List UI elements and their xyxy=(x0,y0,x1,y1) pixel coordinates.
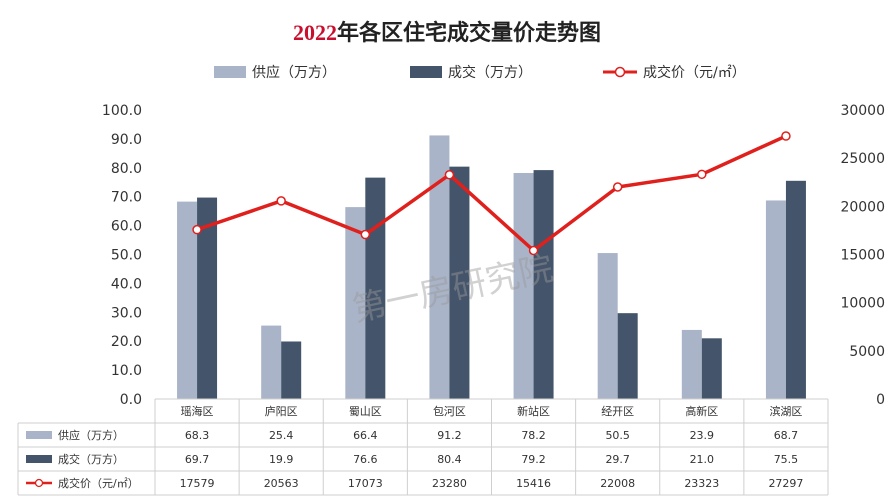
bar-supply xyxy=(261,325,282,399)
table-cell: 15416 xyxy=(516,477,551,490)
legend-item-2: 成交价（元/㎡） xyxy=(603,64,746,81)
table-legend-key xyxy=(26,455,52,463)
price-point xyxy=(528,245,539,256)
table-cell: 29.7 xyxy=(605,453,630,466)
category-label: 蜀山区 xyxy=(349,405,382,418)
table-cell: 78.2 xyxy=(521,429,546,442)
right-tick-label: 5000 xyxy=(849,344,885,360)
left-tick-label: 70.0 xyxy=(111,190,142,206)
left-tick-label: 100.0 xyxy=(102,103,142,119)
legend: 供应（万方） 成交（万方） 成交价（元/㎡） xyxy=(214,64,746,81)
left-tick-label: 10.0 xyxy=(111,363,142,379)
table-legend-key xyxy=(26,431,52,439)
chart-title: 2022年各区住宅成交量价走势图 xyxy=(293,20,601,45)
price-point xyxy=(192,224,202,235)
right-tick-label: 0 xyxy=(876,392,885,408)
bar-deal xyxy=(617,313,638,399)
table-cell: 66.4 xyxy=(353,429,378,442)
legend-swatch xyxy=(410,66,442,78)
category-label: 瑶海区 xyxy=(181,404,214,418)
category-label: 高新区 xyxy=(685,404,718,418)
left-tick-label: 50.0 xyxy=(111,248,142,264)
category-label: 经开区 xyxy=(601,405,634,418)
table-cell: 23323 xyxy=(684,477,719,490)
left-tick-label: 90.0 xyxy=(111,132,142,148)
table-cell: 91.2 xyxy=(437,429,462,442)
bar-supply xyxy=(765,200,786,399)
price-point xyxy=(781,131,791,141)
bar-supply xyxy=(513,173,534,399)
right-axis: 0 5000 10000 15000 20000 25000 30000 xyxy=(840,103,885,408)
left-tick-label: 40.0 xyxy=(111,276,142,292)
category-label: 庐阳区 xyxy=(265,404,298,418)
table-cell: 23280 xyxy=(432,477,467,490)
table-cell: 23.9 xyxy=(690,429,715,442)
category-label: 包河区 xyxy=(433,405,466,418)
table-cell: 79.2 xyxy=(521,453,546,466)
table-cell: 17579 xyxy=(180,477,215,490)
price-series-line xyxy=(196,134,787,253)
left-tick-label: 0.0 xyxy=(120,392,142,408)
bar-supply xyxy=(177,201,198,399)
table-cell: 20563 xyxy=(264,477,299,490)
table-row-label: 成交（万方） xyxy=(58,452,124,466)
table-cell: 68.7 xyxy=(774,429,799,442)
left-tick-label: 80.0 xyxy=(111,161,142,177)
table-row-label: 成交价（元/㎡） xyxy=(58,476,139,490)
bar-supply xyxy=(597,253,618,399)
table-cell: 17073 xyxy=(348,477,383,490)
price-point xyxy=(360,229,371,240)
right-tick-label: 15000 xyxy=(840,248,885,264)
bar-deal xyxy=(449,166,470,399)
price-point xyxy=(444,169,455,180)
category-label: 滨湖区 xyxy=(769,404,802,418)
legend-label: 成交价（元/㎡） xyxy=(643,64,746,81)
table-cell: 68.3 xyxy=(185,429,210,442)
left-tick-label: 60.0 xyxy=(111,219,142,235)
bar-supply xyxy=(429,135,450,399)
table-cell: 76.6 xyxy=(353,453,378,466)
table-cell: 80.4 xyxy=(437,453,462,466)
left-tick-label: 20.0 xyxy=(111,334,142,350)
legend-label: 成交（万方） xyxy=(448,64,532,81)
table-cell: 69.7 xyxy=(185,453,210,466)
bar-deal xyxy=(533,170,554,399)
legend-swatch xyxy=(214,66,246,78)
right-tick-label: 10000 xyxy=(840,296,885,312)
legend-item-1: 成交（万方） xyxy=(410,64,532,81)
table-cell: 22008 xyxy=(600,477,635,490)
bar-deal xyxy=(785,180,806,399)
table-cell: 27297 xyxy=(768,477,803,490)
price-point xyxy=(612,182,623,192)
legend-label: 供应（万方） xyxy=(252,64,336,81)
table-cell: 25.4 xyxy=(269,429,294,442)
left-tick-label: 30.0 xyxy=(111,305,142,321)
right-tick-label: 30000 xyxy=(840,103,885,119)
table-legend-marker xyxy=(34,478,44,488)
right-tick-label: 25000 xyxy=(840,151,885,167)
bar-deal xyxy=(197,197,218,399)
table-cell: 75.5 xyxy=(774,453,799,466)
price-point xyxy=(697,169,707,180)
right-tick-label: 20000 xyxy=(840,199,885,215)
bars xyxy=(177,135,806,399)
table-cell: 50.5 xyxy=(605,429,630,442)
category-label: 新站区 xyxy=(517,404,550,418)
legend-swatch-marker xyxy=(614,66,626,78)
bar-supply xyxy=(681,329,702,399)
bar-supply xyxy=(345,207,366,399)
legend-item-0: 供应（万方） xyxy=(214,64,336,81)
price-point xyxy=(276,196,286,206)
left-axis: 0.0 10.0 20.0 30.0 40.0 50.0 60.0 70.0 80.0 90.0 1… xyxy=(102,103,142,408)
table-row-label: 供应（万方） xyxy=(58,428,124,442)
table-cell: 19.9 xyxy=(269,453,294,466)
bar-deal xyxy=(701,338,722,399)
bar-deal xyxy=(281,341,302,399)
price-line xyxy=(192,131,791,256)
table-cell: 21.0 xyxy=(690,453,715,466)
